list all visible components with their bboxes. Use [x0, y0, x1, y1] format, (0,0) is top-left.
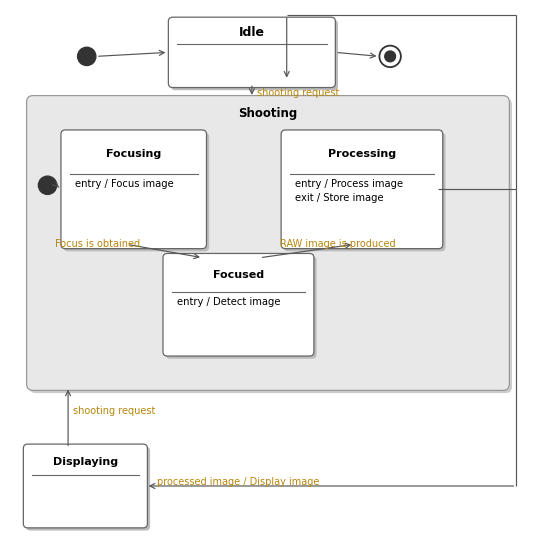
Text: Shooting: Shooting [238, 107, 298, 120]
Text: processed image / Display image: processed image / Display image [157, 477, 319, 487]
Circle shape [78, 47, 96, 66]
Text: Displaying: Displaying [53, 457, 118, 467]
FancyBboxPatch shape [284, 133, 446, 251]
Text: Processing: Processing [328, 149, 396, 159]
FancyBboxPatch shape [61, 130, 207, 249]
FancyBboxPatch shape [166, 256, 317, 359]
FancyBboxPatch shape [163, 253, 314, 356]
FancyBboxPatch shape [27, 96, 509, 390]
Text: Focus is obtained: Focus is obtained [54, 240, 140, 249]
FancyBboxPatch shape [168, 17, 335, 88]
Text: entry / Focus image: entry / Focus image [75, 179, 174, 189]
Text: Idle: Idle [239, 26, 265, 39]
Circle shape [385, 51, 395, 62]
FancyBboxPatch shape [171, 20, 338, 90]
FancyBboxPatch shape [29, 98, 512, 393]
Text: shooting request: shooting request [257, 88, 339, 98]
Text: RAW image is produced: RAW image is produced [280, 240, 395, 249]
Text: Focusing: Focusing [106, 149, 162, 159]
FancyBboxPatch shape [26, 447, 150, 531]
FancyBboxPatch shape [281, 130, 443, 249]
Text: Focused: Focused [213, 270, 264, 280]
FancyBboxPatch shape [64, 133, 209, 251]
Text: entry / Detect image: entry / Detect image [177, 297, 281, 307]
Text: entry / Process image
exit / Store image: entry / Process image exit / Store image [295, 179, 403, 203]
Circle shape [39, 176, 57, 194]
FancyBboxPatch shape [23, 444, 147, 528]
Text: shooting request: shooting request [73, 406, 156, 416]
